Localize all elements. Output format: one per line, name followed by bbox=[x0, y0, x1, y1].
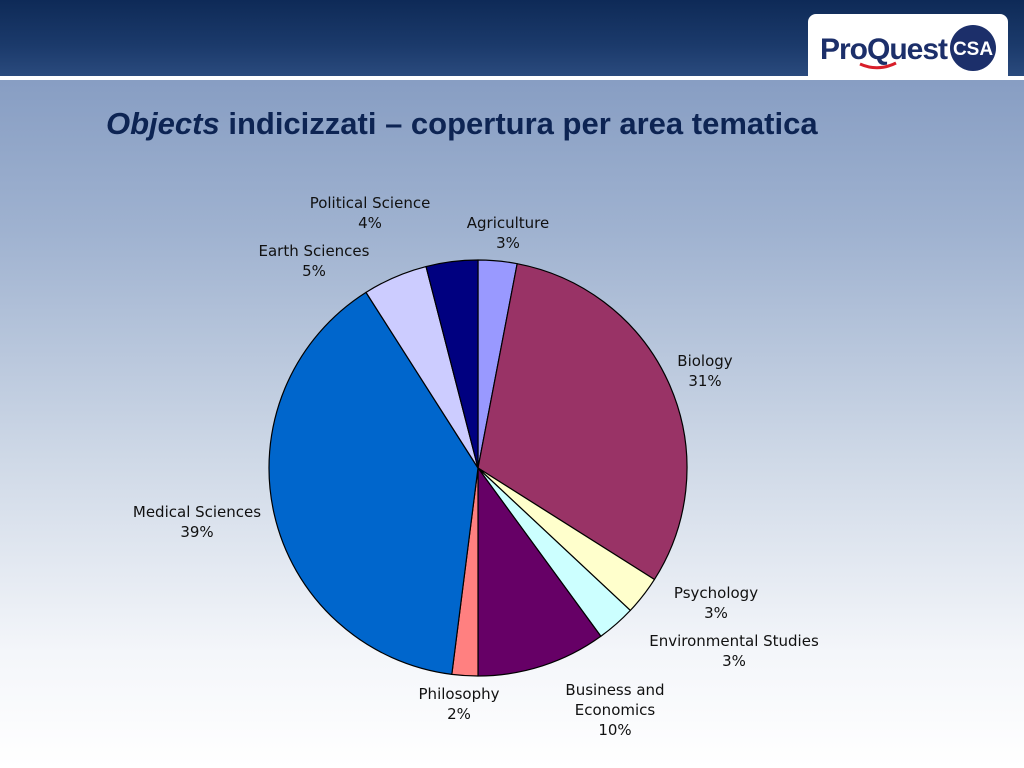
pie-slice-political-science bbox=[425, 259, 479, 469]
csa-emblem bbox=[950, 25, 996, 71]
pie-slice-business-and-economics bbox=[477, 467, 602, 677]
slice-label-biology: Biology 31% bbox=[677, 352, 733, 390]
slice-label-agriculture: Agriculture 3% bbox=[467, 214, 550, 252]
title-rest: indicizzati – copertura per area tematic… bbox=[219, 106, 818, 141]
slice-value-medical-sciences: 39% bbox=[180, 523, 213, 541]
slice-value-philosophy: 2% bbox=[447, 705, 471, 723]
slice-value-business-and-economics: 10% bbox=[598, 721, 631, 739]
slice-value-environmental-studies: 3% bbox=[722, 652, 746, 670]
slice-label-environmental-studies: Environmental Studies 3% bbox=[649, 632, 819, 670]
csa-wordmark: CSA bbox=[953, 39, 993, 60]
slice-label-psychology: Psychology 3% bbox=[674, 584, 758, 622]
slice-label-medical-sciences: Medical Sciences 39% bbox=[133, 503, 261, 541]
logo-panel: ProQuest CSA bbox=[808, 14, 1008, 80]
slice-label-earth-sciences: Earth Sciences 5% bbox=[259, 242, 370, 280]
slice-label-business-and-economics: Business and Economics 10% bbox=[565, 681, 664, 739]
header-divider bbox=[0, 76, 1024, 80]
slice-value-biology: 31% bbox=[688, 372, 721, 390]
pie-slice-medical-sciences bbox=[268, 291, 479, 675]
slice-value-earth-sciences: 5% bbox=[302, 262, 326, 280]
slice-label-philosophy: Philosophy 2% bbox=[419, 685, 500, 723]
slice-value-political-science: 4% bbox=[358, 214, 382, 232]
slice-value-agriculture: 3% bbox=[496, 234, 520, 252]
proquest-swoosh bbox=[859, 61, 897, 70]
proquest-csa-logo: ProQuest CSA bbox=[820, 25, 996, 71]
slice-value-psychology: 3% bbox=[704, 604, 728, 622]
slice-label-political-science: Political Science 4% bbox=[310, 194, 431, 232]
title-italic-part: Objects bbox=[106, 106, 220, 141]
slide-title: Objects indicizzati – copertura per area… bbox=[106, 106, 818, 142]
proquest-wordmark: ProQuest bbox=[820, 33, 948, 66]
